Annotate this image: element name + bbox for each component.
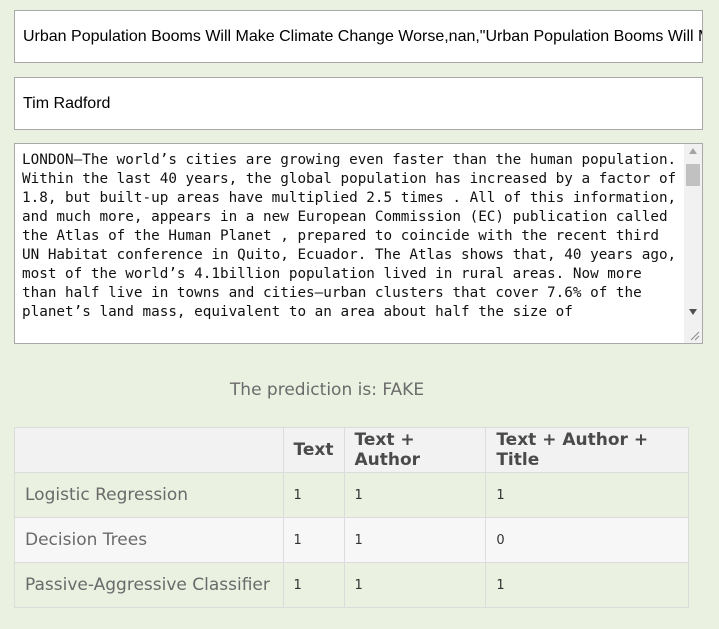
scroll-thumb[interactable] — [686, 164, 700, 186]
text-area-scrollbar[interactable] — [684, 144, 702, 343]
author-input[interactable] — [15, 78, 702, 129]
cell-text-author-title: 1 — [485, 472, 689, 518]
cell-text-author-title: 1 — [485, 562, 689, 608]
article-text[interactable]: LONDON—The world’s cities are growing ev… — [22, 152, 685, 320]
resize-grip-icon[interactable] — [688, 329, 700, 341]
scroll-down-arrow-icon[interactable] — [689, 309, 697, 315]
title-field[interactable] — [14, 10, 703, 63]
article-text-area[interactable]: LONDON—The world’s cities are growing ev… — [14, 143, 703, 344]
cell-text-author: 1 — [343, 472, 487, 518]
model-name: Passive-Aggressive Classifier — [14, 562, 284, 608]
model-name: Logistic Regression — [14, 472, 284, 518]
table-row: Logistic Regression 1 1 1 — [14, 472, 689, 518]
header-text-author-title: Text + Author + Title — [485, 427, 689, 473]
header-model — [14, 427, 284, 473]
header-text: Text — [282, 427, 345, 473]
model-name: Decision Trees — [14, 517, 284, 563]
cell-text-author: 1 — [343, 517, 487, 563]
table-row: Decision Trees 1 1 0 — [14, 517, 689, 563]
author-field[interactable] — [14, 77, 703, 130]
cell-text: 1 — [282, 517, 345, 563]
title-input[interactable] — [15, 11, 702, 62]
prediction-result: The prediction is: FAKE — [229, 380, 425, 400]
scroll-up-arrow-icon[interactable] — [689, 148, 697, 154]
cell-text: 1 — [282, 472, 345, 518]
cell-text-author-title: 0 — [485, 517, 689, 563]
results-table: Text Text + Author Text + Author + Title… — [14, 427, 689, 608]
table-header-row: Text Text + Author Text + Author + Title — [14, 427, 689, 473]
table-row: Passive-Aggressive Classifier 1 1 1 — [14, 562, 689, 608]
cell-text-author: 1 — [343, 562, 487, 608]
header-text-author: Text + Author — [343, 427, 487, 473]
cell-text: 1 — [282, 562, 345, 608]
